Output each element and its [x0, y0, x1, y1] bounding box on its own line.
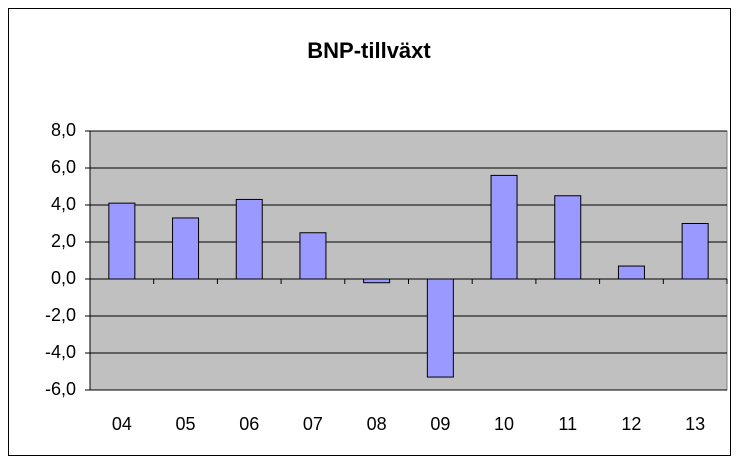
bar — [363, 278, 391, 284]
y-tick-label: 0,0 — [51, 268, 76, 288]
bar — [681, 223, 709, 280]
bar — [172, 217, 200, 280]
bar — [554, 195, 582, 280]
y-tick-label: -2,0 — [45, 305, 76, 325]
x-tick-label: 13 — [685, 414, 705, 434]
bar — [108, 202, 136, 280]
x-tick-label: 04 — [112, 414, 132, 434]
x-tick-label: 09 — [430, 414, 450, 434]
x-tick-label: 06 — [239, 414, 259, 434]
y-tick-label: 4,0 — [51, 194, 76, 214]
x-tick-label: 10 — [494, 414, 514, 434]
x-tick-label: 11 — [558, 414, 577, 434]
bar — [617, 265, 645, 280]
bar — [426, 278, 454, 378]
x-tick-label: 05 — [176, 414, 196, 434]
y-tick-label: -4,0 — [45, 342, 76, 362]
y-tick-label: 8,0 — [51, 120, 76, 140]
x-tick-label: 08 — [367, 414, 387, 434]
y-tick-label: 6,0 — [51, 157, 76, 177]
bar — [235, 198, 263, 280]
bar — [299, 232, 327, 280]
x-tick-label: 12 — [621, 414, 641, 434]
chart-title: BNP-tillväxt — [307, 38, 431, 63]
y-tick-label: -6,0 — [45, 379, 76, 399]
y-tick-label: 2,0 — [51, 231, 76, 251]
x-tick-label: 07 — [303, 414, 323, 434]
bar — [490, 174, 518, 280]
